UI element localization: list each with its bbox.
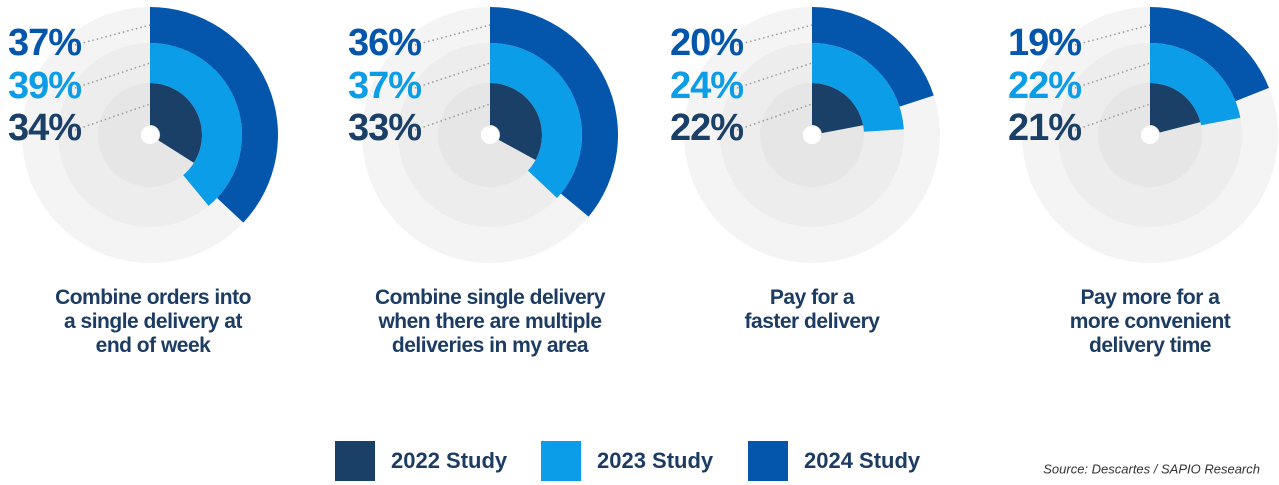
value-label: 19%	[1008, 22, 1081, 64]
value-label: 37%	[348, 65, 421, 107]
legend-swatch	[541, 441, 581, 481]
legend-label: 2022 Study	[391, 448, 508, 473]
hole	[141, 126, 159, 144]
value-label: 21%	[1008, 107, 1081, 149]
radial-bar	[812, 43, 904, 132]
radial-bar	[490, 43, 582, 198]
value-label: 36%	[348, 22, 421, 64]
legend-label: 2023 Study	[597, 448, 714, 473]
category-label: Combine single delivery when there are m…	[374, 286, 606, 357]
value-label: 39%	[8, 65, 81, 107]
value-label: 24%	[670, 65, 743, 107]
radial-bar	[490, 7, 618, 217]
radial-bar	[812, 83, 864, 134]
radial-bar	[490, 83, 542, 161]
radial-bar	[150, 7, 278, 223]
radial-bar	[812, 7, 934, 107]
radial-bar	[150, 43, 242, 206]
legend-swatch	[748, 441, 788, 481]
hole	[1141, 126, 1159, 144]
value-label: 34%	[8, 107, 81, 149]
legend-label: 2024 Study	[804, 448, 921, 473]
category-label: Combine orders into a single delivery at…	[55, 286, 251, 357]
legend-swatch	[335, 441, 375, 481]
value-label: 22%	[670, 107, 743, 149]
hole	[481, 126, 499, 144]
radial-bar	[1150, 83, 1201, 133]
radial-bar	[150, 83, 202, 163]
value-label: 33%	[348, 107, 421, 149]
value-label: 22%	[1008, 65, 1081, 107]
category-label: Pay more for a more convenient delivery …	[1069, 286, 1231, 357]
category-label: Pay for a faster delivery	[744, 286, 880, 333]
hole	[803, 126, 821, 144]
value-label: 37%	[8, 22, 81, 64]
radial-bar	[1150, 42, 1241, 126]
radial-bar	[1150, 7, 1270, 102]
source: Source: Descartes / SAPIO Research	[1043, 461, 1260, 476]
value-label: 20%	[670, 22, 743, 64]
